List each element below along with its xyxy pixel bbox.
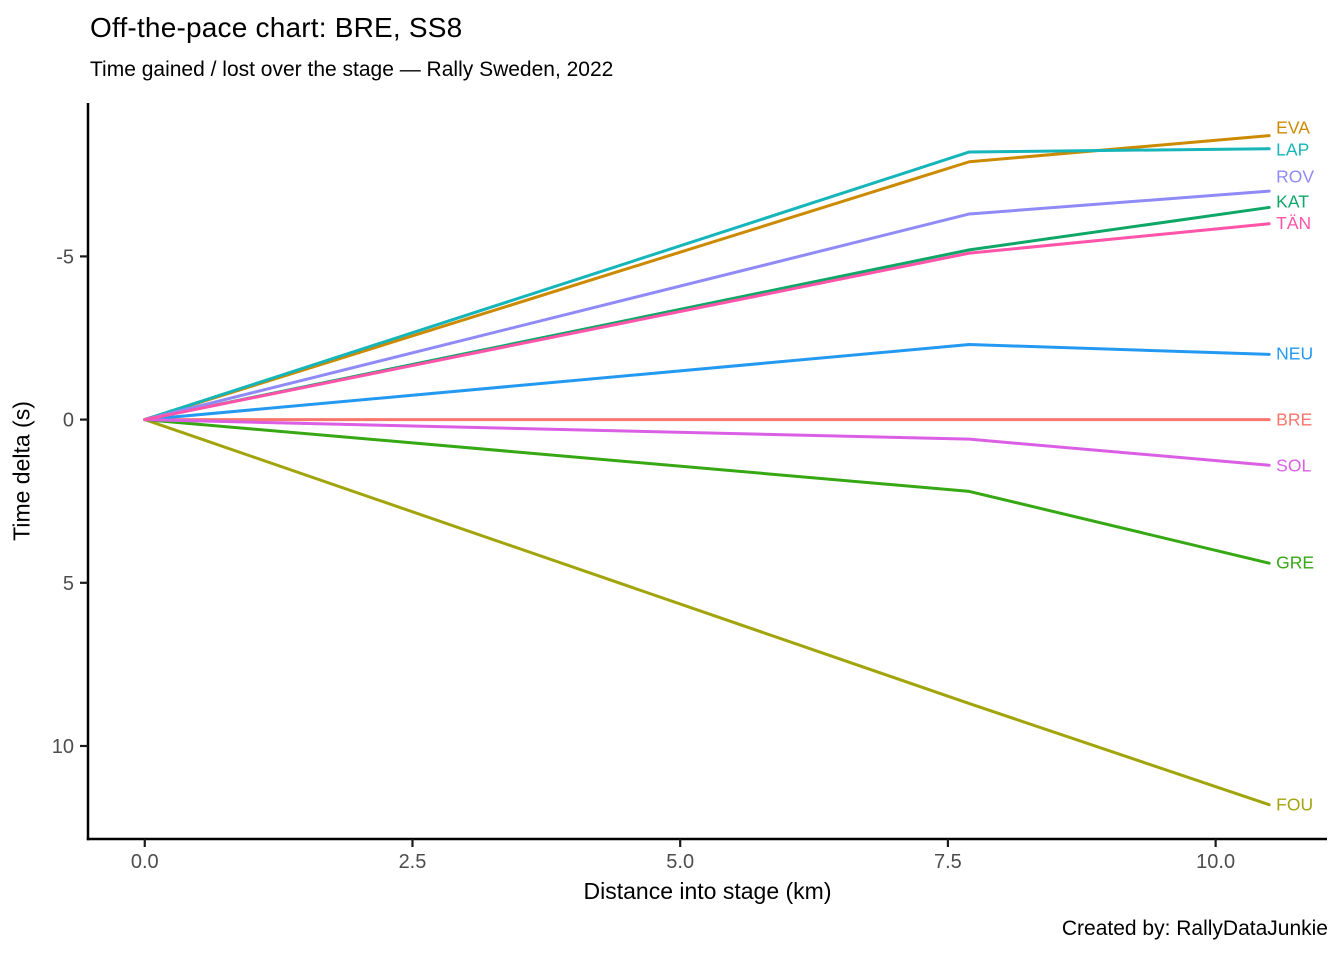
x-tick-label: 0.0 <box>131 851 159 873</box>
chart-subtitle: Time gained / lost over the stage — Rall… <box>90 58 614 81</box>
x-tick-label: 10.0 <box>1196 851 1235 873</box>
x-tick-label: 2.5 <box>399 851 427 873</box>
series-label-bre: BRE <box>1276 410 1312 430</box>
x-tick-label: 7.5 <box>934 851 962 873</box>
credit-caption: Created by: RallyDataJunkie <box>1061 917 1328 940</box>
series-line-lap <box>143 147 1271 422</box>
x-tick-label: 5.0 <box>666 851 694 873</box>
series-label-fou: FOU <box>1276 795 1313 815</box>
chart-title: Off-the-pace chart: BRE, SS8 <box>90 12 463 43</box>
series-line-gre <box>143 418 1271 565</box>
series-label-rov: ROV <box>1276 166 1314 186</box>
y-axis-title: Time delta (s) <box>8 401 35 541</box>
series-line-tan <box>143 222 1271 422</box>
series-label-sol: SOL <box>1276 456 1311 476</box>
series-label-eva: EVA <box>1276 117 1310 137</box>
series-label-gre: GRE <box>1276 553 1314 573</box>
series-line-sol <box>143 418 1271 467</box>
x-axis-title: Distance into stage (km) <box>583 878 832 904</box>
y-tick-label: 5 <box>63 573 74 595</box>
y-tick-label: -5 <box>56 246 74 268</box>
series-label-kat: KAT <box>1276 192 1309 212</box>
series-label-lap: LAP <box>1276 139 1309 159</box>
y-tick-label: 10 <box>52 736 74 758</box>
series-line-fou <box>143 418 1271 807</box>
series-line-neu <box>143 343 1271 422</box>
series-line-eva <box>143 134 1271 422</box>
y-tick-label: 0 <box>63 410 74 432</box>
series-label-neu: NEU <box>1276 344 1313 364</box>
series-line-rov <box>143 189 1271 422</box>
series-label-tan: TÄN <box>1276 213 1311 233</box>
